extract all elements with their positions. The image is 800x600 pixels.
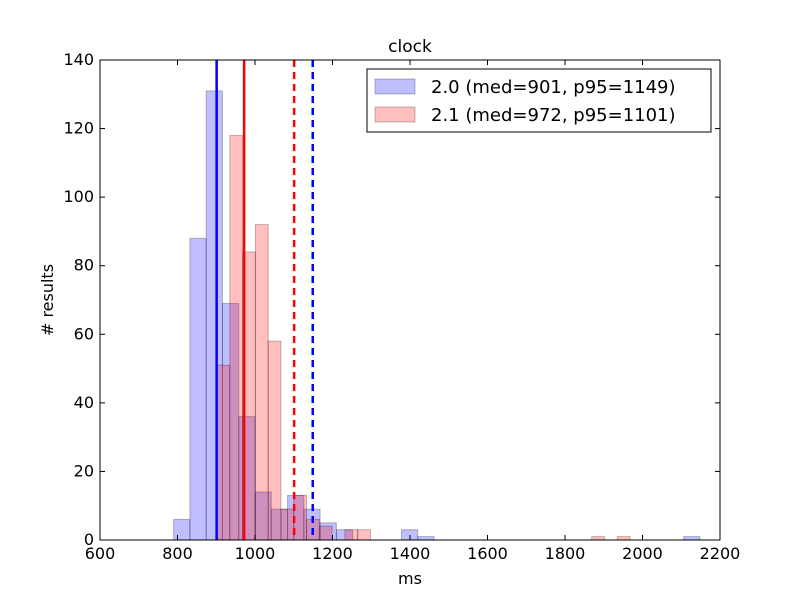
y-tick-label: 120: [63, 119, 94, 138]
legend-swatch-2-1: [374, 106, 416, 123]
histogram-bar-1-12: [591, 536, 606, 541]
histogram-bar-1-5: [280, 508, 295, 541]
histogram-bar-0-16: [683, 536, 701, 541]
histogram-bar-1-13: [616, 536, 631, 541]
legend-box: [366, 68, 712, 133]
histogram-bar-0-15: [417, 536, 435, 541]
x-tick-label: 800: [162, 544, 193, 563]
histogram-bar-1-8: [318, 525, 333, 541]
legend: 2.0 (med=901, p95=1149) 2.1 (med=972, p9…: [366, 68, 712, 133]
x-tick-label: 1600: [467, 544, 508, 563]
median-p95-lines: [215, 60, 314, 540]
histogram-bar-1-4: [267, 340, 282, 541]
legend-label-2-1: 2.1 (med=972, p95=1101): [431, 105, 676, 126]
histogram-bar-0-1: [189, 237, 207, 541]
y-tick-label: 0: [84, 530, 94, 549]
bars-layer: [173, 90, 701, 541]
axis-ticks: 600 800 1000 1200 1400 1600 1800 2000 2200 0 20 40 6…: [63, 50, 740, 563]
histogram-bar-0-0: [173, 518, 191, 541]
x-axis-label: ms: [398, 569, 422, 588]
chart-title: clock: [388, 37, 432, 57]
y-tick-label: 40: [74, 393, 94, 412]
histogram-bar-1-10: [344, 529, 359, 541]
x-tick-label: 1800: [545, 544, 586, 563]
y-tick-label: 20: [74, 461, 94, 480]
legend-label-2-0: 2.0 (med=901, p95=1149): [431, 77, 676, 98]
y-tick-label: 140: [63, 50, 94, 69]
x-tick-label: 2000: [622, 544, 663, 563]
histogram-bar-1-6: [293, 494, 308, 541]
y-axis-label: # results: [38, 264, 57, 336]
histogram-bar-1-3: [254, 224, 269, 541]
legend-swatch-2-0: [374, 78, 416, 95]
y-tick-label: 100: [63, 187, 94, 206]
x-tick-label: 1400: [390, 544, 431, 563]
x-tick-label: 1000: [235, 544, 276, 563]
x-tick-label: 2200: [700, 544, 741, 563]
x-tick-label: 1200: [312, 544, 353, 563]
y-tick-label: 60: [74, 324, 94, 343]
histogram-bar-1-11: [357, 529, 371, 541]
histogram-bar-1-0: [216, 364, 231, 541]
y-tick-label: 80: [74, 256, 94, 275]
x-tick-label: 600: [85, 544, 116, 563]
histogram-bar-1-1: [229, 134, 244, 541]
